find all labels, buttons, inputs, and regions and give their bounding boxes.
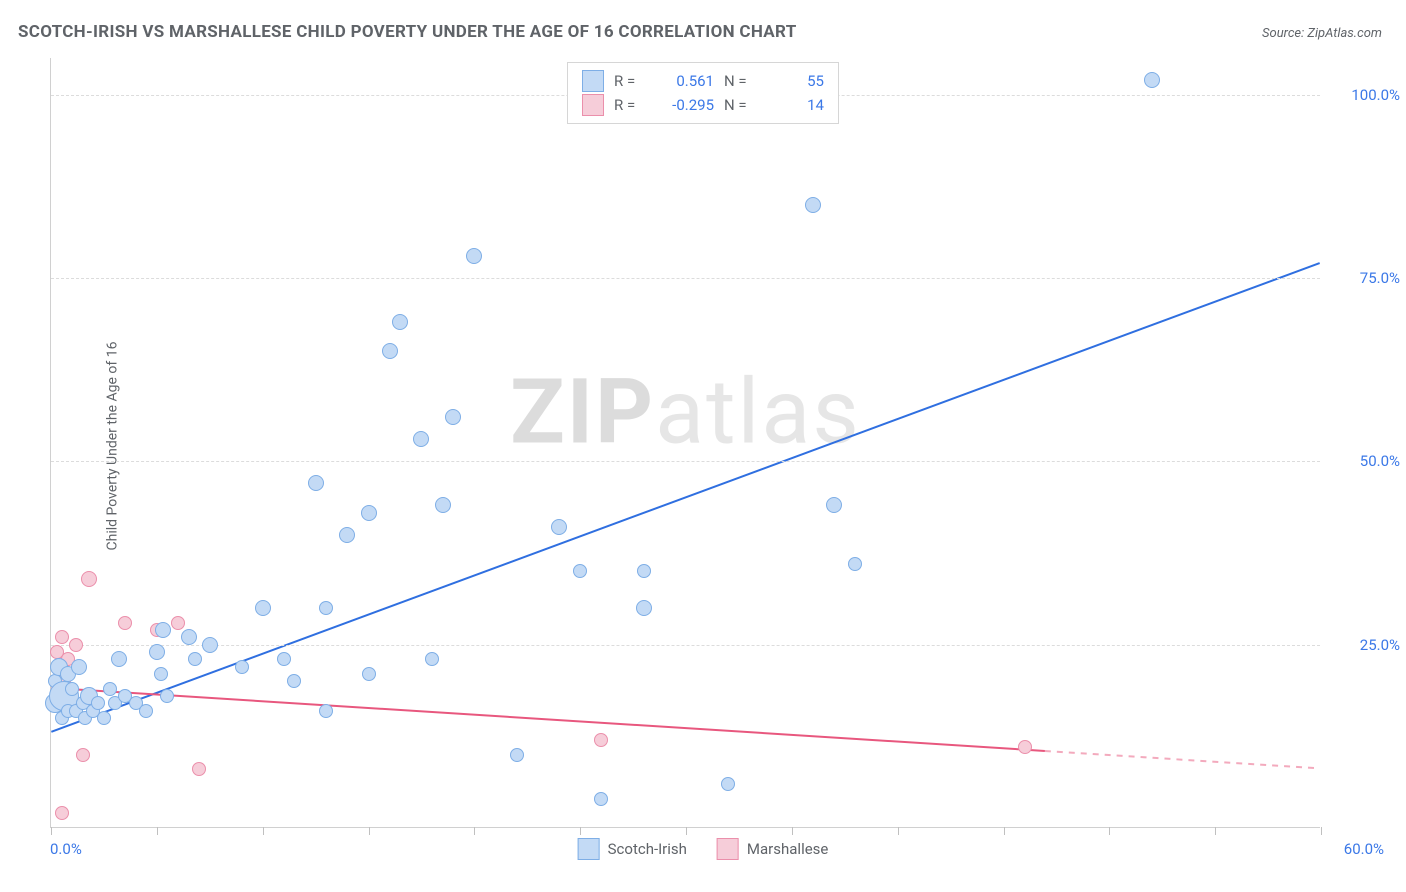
x-tick <box>686 827 687 835</box>
y-tick-label: 25.0% <box>1330 636 1400 654</box>
data-point-marshallese <box>81 571 97 587</box>
x-tick <box>1215 827 1216 835</box>
data-point-scotch-irish <box>277 652 291 666</box>
n-label: N = <box>724 72 754 90</box>
data-point-scotch-irish <box>149 644 165 660</box>
x-tick <box>898 827 899 835</box>
x-tick <box>263 827 264 835</box>
data-point-scotch-irish <box>435 497 451 513</box>
data-point-scotch-irish <box>362 667 376 681</box>
swatch-scotch-irish <box>582 70 604 92</box>
gridline <box>51 645 1320 646</box>
swatch-marshallese <box>582 94 604 116</box>
chart-title: SCOTCH-IRISH VS MARSHALLESE CHILD POVERT… <box>18 22 797 42</box>
data-point-scotch-irish <box>202 637 218 653</box>
data-point-scotch-irish <box>848 557 862 571</box>
legend-item-scotch-irish: Scotch-Irish <box>578 838 687 860</box>
data-point-scotch-irish <box>319 601 333 615</box>
x-tick <box>792 827 793 835</box>
data-point-scotch-irish <box>71 659 87 675</box>
x-axis-max-label: 60.0% <box>1344 840 1384 858</box>
r-value-marshallese: -0.295 <box>654 96 714 114</box>
x-tick <box>1321 827 1322 835</box>
data-point-scotch-irish <box>235 660 249 674</box>
x-tick <box>51 827 52 835</box>
legend-label: Scotch-Irish <box>608 840 687 858</box>
data-point-scotch-irish <box>573 564 587 578</box>
n-label: N = <box>724 96 754 114</box>
gridline <box>51 461 1320 462</box>
data-point-scotch-irish <box>255 600 271 616</box>
data-point-marshallese <box>171 616 185 630</box>
data-point-scotch-irish <box>510 748 524 762</box>
data-point-scotch-irish <box>425 652 439 666</box>
watermark: ZIPatlas <box>510 359 861 464</box>
data-point-scotch-irish <box>826 497 842 513</box>
data-point-scotch-irish <box>287 674 301 688</box>
data-point-scotch-irish <box>382 343 398 359</box>
data-point-scotch-irish <box>154 667 168 681</box>
data-point-scotch-irish <box>91 696 105 710</box>
x-axis-min-label: 0.0% <box>50 840 82 858</box>
correlation-legend: R = 0.561 N = 55 R = -0.295 N = 14 <box>567 62 839 124</box>
swatch-marshallese <box>717 838 739 860</box>
data-point-scotch-irish <box>636 600 652 616</box>
x-tick <box>474 827 475 835</box>
r-label: R = <box>614 72 644 90</box>
data-point-marshallese <box>1018 740 1032 754</box>
data-point-scotch-irish <box>103 682 117 696</box>
data-point-scotch-irish <box>551 519 567 535</box>
data-point-scotch-irish <box>155 622 171 638</box>
data-point-marshallese <box>118 616 132 630</box>
data-point-scotch-irish <box>805 197 821 213</box>
trend-lines-layer <box>51 58 1320 827</box>
r-value-scotch-irish: 0.561 <box>654 72 714 90</box>
n-value-marshallese: 14 <box>764 96 824 114</box>
n-value-scotch-irish: 55 <box>764 72 824 90</box>
legend-row-scotch-irish: R = 0.561 N = 55 <box>582 69 824 93</box>
series-legend: Scotch-Irish Marshallese <box>578 838 829 860</box>
data-point-scotch-irish <box>721 777 735 791</box>
data-point-marshallese <box>192 762 206 776</box>
y-tick-label: 100.0% <box>1330 86 1400 104</box>
data-point-scotch-irish <box>65 682 79 696</box>
data-point-scotch-irish <box>413 431 429 447</box>
data-point-scotch-irish <box>339 527 355 543</box>
data-point-marshallese <box>55 630 69 644</box>
data-point-marshallese <box>594 733 608 747</box>
x-tick <box>1004 827 1005 835</box>
data-point-marshallese <box>69 638 83 652</box>
legend-label: Marshallese <box>747 840 828 858</box>
y-tick-label: 75.0% <box>1330 269 1400 287</box>
data-point-marshallese <box>55 806 69 820</box>
data-point-scotch-irish <box>111 651 127 667</box>
legend-row-marshallese: R = -0.295 N = 14 <box>582 93 824 117</box>
data-point-scotch-irish <box>445 409 461 425</box>
r-label: R = <box>614 96 644 114</box>
data-point-marshallese <box>76 748 90 762</box>
data-point-scotch-irish <box>637 564 651 578</box>
data-point-scotch-irish <box>392 314 408 330</box>
data-point-scotch-irish <box>1144 72 1160 88</box>
y-tick-label: 50.0% <box>1330 452 1400 470</box>
plot-area: ZIPatlas 25.0%50.0%75.0%100.0% <box>50 58 1320 828</box>
data-point-scotch-irish <box>181 629 197 645</box>
data-point-scotch-irish <box>319 704 333 718</box>
data-point-scotch-irish <box>188 652 202 666</box>
x-tick <box>580 827 581 835</box>
data-point-scotch-irish <box>308 475 324 491</box>
x-tick <box>157 827 158 835</box>
data-point-scotch-irish <box>361 505 377 521</box>
swatch-scotch-irish <box>578 838 600 860</box>
legend-item-marshallese: Marshallese <box>717 838 828 860</box>
x-tick <box>1109 827 1110 835</box>
data-point-scotch-irish <box>139 704 153 718</box>
source-attribution: Source: ZipAtlas.com <box>1262 26 1382 41</box>
data-point-scotch-irish <box>466 248 482 264</box>
data-point-scotch-irish <box>160 689 174 703</box>
data-point-scotch-irish <box>594 792 608 806</box>
data-point-scotch-irish <box>97 711 111 725</box>
gridline <box>51 278 1320 279</box>
x-tick <box>369 827 370 835</box>
